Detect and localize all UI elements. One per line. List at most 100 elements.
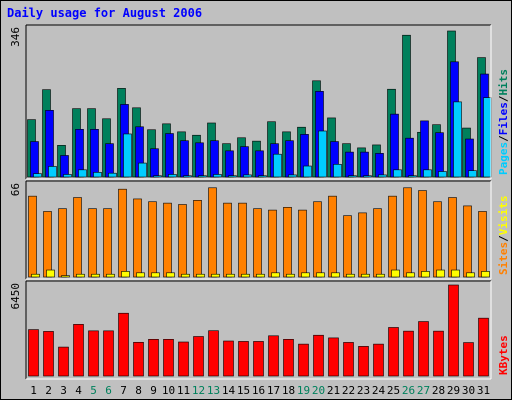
legend-kbytes: KBytes [497, 335, 510, 375]
bar-pages-day-7 [123, 133, 132, 178]
bar-pages-day-29 [453, 101, 462, 178]
bar-kbytes-day-7 [118, 312, 129, 377]
bar-sites-day-6 [106, 273, 115, 278]
bar-sites-day-28 [436, 269, 445, 278]
bar-sites-day-9 [151, 272, 160, 278]
x-tick-label-day-9: 9 [150, 384, 157, 397]
bar-pages-day-30 [468, 170, 477, 178]
x-tick-label-day-10: 10 [162, 384, 175, 397]
bar-kbytes-day-31 [478, 317, 489, 377]
bar-kbytes-day-17 [268, 335, 279, 377]
y-max-label-sites-visits: 66 [9, 183, 22, 196]
bar-pages-day-6 [108, 172, 117, 178]
bar-visits-day-7 [118, 188, 127, 278]
bar-pages-day-31 [483, 97, 492, 178]
bar-pages-day-15 [243, 174, 252, 178]
bar-kbytes-day-29 [448, 284, 459, 377]
bar-kbytes-day-16 [253, 341, 264, 377]
bar-sites-day-12 [196, 273, 205, 278]
bar-sites-day-2 [46, 269, 55, 278]
x-tick-label-day-30: 30 [462, 384, 475, 397]
bar-files-day-15 [240, 146, 249, 178]
bar-visits-day-14 [223, 202, 232, 278]
bar-sites-day-10 [166, 272, 175, 278]
bar-pages-day-26 [408, 175, 417, 178]
x-tick-label-day-7: 7 [120, 384, 127, 397]
x-tick-label-day-3: 3 [60, 384, 67, 397]
legend-item-sites: Sites [497, 242, 510, 275]
bar-visits-day-15 [238, 202, 247, 278]
x-tick-label-day-28: 28 [432, 384, 445, 397]
bar-sites-day-8 [136, 272, 145, 278]
bar-kbytes-day-6 [103, 330, 114, 377]
x-tick-label-day-24: 24 [372, 384, 386, 397]
bar-visits-day-21 [328, 195, 337, 278]
bar-visits-day-6 [103, 208, 112, 278]
bar-pages-day-28 [438, 171, 447, 178]
bar-sites-day-23 [361, 273, 370, 278]
bar-pages-day-17 [273, 153, 282, 178]
bar-sites-day-15 [241, 273, 250, 278]
bar-visits-day-13 [208, 187, 217, 278]
x-tick-label-day-27: 27 [417, 384, 430, 397]
bar-visits-day-4 [73, 197, 82, 278]
legend-sites-visits: Sites/Visits [497, 196, 510, 276]
bar-kbytes-day-12 [193, 336, 204, 377]
x-tick-label-day-22: 22 [342, 384, 355, 397]
bar-sites-day-20 [316, 272, 325, 278]
bar-kbytes-day-28 [433, 330, 444, 377]
bar-kbytes-day-8 [133, 341, 144, 377]
bar-files-day-1 [30, 141, 39, 178]
bar-visits-day-23 [358, 212, 367, 278]
bar-pages-day-10 [168, 174, 177, 178]
x-tick-label-day-12: 12 [192, 384, 205, 397]
legend-pages-files-hits: Pages/Files/Hits [497, 69, 510, 175]
bar-visits-day-9 [148, 201, 157, 278]
x-tick-label-day-25: 25 [387, 384, 400, 397]
bar-files-day-5 [90, 129, 99, 178]
bar-files-day-6 [105, 143, 114, 178]
x-tick-label-day-19: 19 [297, 384, 310, 397]
bar-visits-day-17 [268, 209, 277, 278]
bar-kbytes-day-15 [238, 341, 249, 377]
bar-pages-day-1 [33, 173, 42, 178]
bar-kbytes-day-11 [178, 341, 189, 377]
chart-title: Daily usage for August 2006 [7, 6, 202, 20]
bar-visits-day-26 [403, 187, 412, 278]
bar-pages-day-18 [288, 174, 297, 178]
bar-sites-day-13 [211, 273, 220, 278]
bar-kbytes-day-2 [43, 331, 54, 377]
bar-sites-day-5 [91, 273, 100, 278]
bar-visits-day-2 [43, 211, 52, 278]
bar-visits-day-1 [28, 195, 37, 278]
x-tick-label-day-15: 15 [237, 384, 250, 397]
bar-kbytes-day-1 [28, 329, 39, 377]
bar-pages-day-23 [363, 175, 372, 178]
x-tick-label-day-26: 26 [402, 384, 415, 397]
bar-files-day-9 [150, 148, 159, 178]
bar-kbytes-day-4 [73, 324, 84, 377]
bar-kbytes-day-18 [283, 339, 294, 377]
bar-kbytes-day-22 [343, 342, 354, 377]
bar-sites-day-31 [481, 271, 490, 278]
bar-files-day-3 [60, 155, 69, 178]
legend-item-files: Files [497, 102, 510, 135]
bar-sites-day-25 [391, 269, 400, 278]
bar-files-day-14 [225, 150, 234, 178]
x-tick-label-day-20: 20 [312, 384, 325, 397]
bar-kbytes-day-26 [403, 330, 414, 377]
bar-pages-day-22 [348, 175, 357, 178]
bar-visits-day-28 [433, 201, 442, 278]
bar-sites-day-24 [376, 273, 385, 278]
bar-visits-day-8 [133, 198, 142, 278]
bar-files-day-27 [420, 120, 429, 178]
bar-kbytes-day-13 [208, 330, 219, 377]
bar-pages-day-27 [423, 169, 432, 178]
x-tick-label-day-14: 14 [222, 384, 236, 397]
bar-visits-day-20 [313, 201, 322, 278]
bar-sites-day-16 [256, 273, 265, 278]
x-tick-label-day-6: 6 [105, 384, 112, 397]
bar-pages-day-12 [198, 175, 207, 178]
y-max-label-kbytes: 6450 [9, 283, 22, 310]
